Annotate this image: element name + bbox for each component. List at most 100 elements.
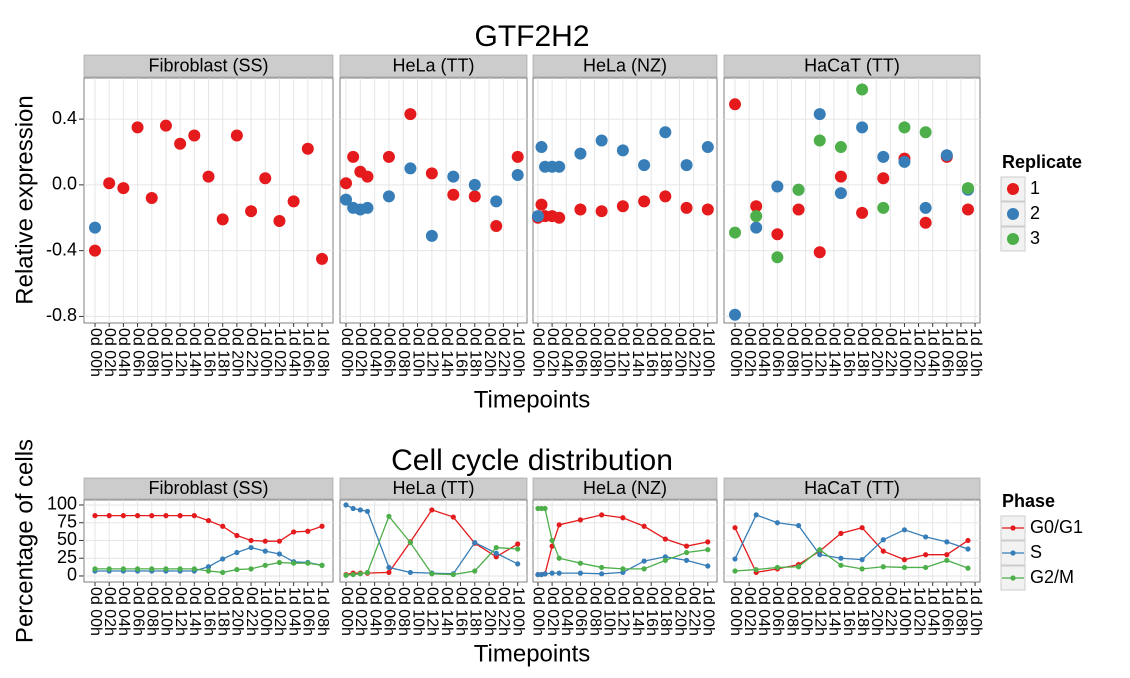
x-tick-label: 1d 00h bbox=[257, 328, 274, 377]
point bbox=[106, 513, 112, 519]
x-tick-label: 0d 14h bbox=[438, 587, 455, 636]
point bbox=[595, 134, 608, 147]
point bbox=[877, 172, 890, 185]
point bbox=[923, 534, 929, 540]
x-tick-label: 0d 18h bbox=[854, 328, 871, 377]
x-tick-label: 0d 16h bbox=[200, 328, 217, 377]
point bbox=[662, 557, 668, 563]
point bbox=[705, 563, 711, 569]
x-tick-label: 0d 16h bbox=[452, 587, 469, 636]
point bbox=[549, 570, 555, 576]
point bbox=[701, 141, 714, 154]
point bbox=[641, 558, 647, 564]
point bbox=[817, 547, 823, 553]
strip bbox=[83, 477, 334, 500]
point bbox=[490, 219, 503, 232]
legend-label: 1 bbox=[1030, 178, 1040, 198]
point bbox=[750, 221, 763, 234]
x-tick-label: 0d 12h bbox=[812, 328, 829, 377]
point bbox=[834, 141, 847, 154]
point bbox=[542, 505, 548, 512]
point bbox=[361, 201, 374, 214]
point bbox=[319, 523, 325, 529]
point bbox=[468, 178, 481, 191]
x-tick-label: 1d 06h bbox=[939, 328, 956, 377]
point bbox=[877, 150, 890, 163]
x-tick-label: 0d 06h bbox=[129, 587, 146, 636]
point bbox=[106, 566, 112, 572]
point bbox=[319, 562, 325, 568]
x-tick-label: 0d 08h bbox=[144, 587, 161, 636]
point bbox=[364, 508, 371, 514]
point bbox=[202, 170, 215, 183]
point bbox=[620, 515, 626, 521]
point bbox=[357, 507, 363, 513]
x-tick-label: 0d 02h bbox=[101, 328, 118, 377]
point bbox=[641, 523, 647, 529]
point bbox=[856, 121, 869, 134]
x-tick-label: 1d 04h bbox=[285, 328, 302, 377]
x-tick-label: 1d 00h bbox=[700, 587, 717, 636]
point bbox=[262, 538, 268, 544]
point bbox=[472, 568, 478, 574]
x-tick-label: 0d 20h bbox=[229, 587, 246, 636]
x-tick-label: 0d 02h bbox=[352, 587, 369, 636]
point bbox=[429, 571, 435, 577]
point bbox=[287, 195, 300, 208]
point bbox=[515, 541, 521, 547]
panel bbox=[339, 499, 528, 583]
point bbox=[340, 193, 353, 206]
legend-label: S bbox=[1030, 542, 1042, 562]
x-tick-label: 1d 10h bbox=[967, 328, 984, 377]
series-line bbox=[734, 548, 969, 572]
point bbox=[732, 525, 738, 531]
point bbox=[425, 229, 438, 242]
strip-label: HeLa (NZ) bbox=[583, 478, 667, 498]
point bbox=[574, 203, 587, 216]
x-tick-label: 0d 10h bbox=[600, 587, 617, 636]
point bbox=[92, 566, 98, 572]
strip-label: HeLa (TT) bbox=[392, 478, 474, 498]
x-tick-label: 0d 00h bbox=[87, 587, 104, 636]
x-tick-label: 1d 04h bbox=[924, 587, 941, 636]
point bbox=[944, 539, 950, 545]
point bbox=[965, 537, 971, 544]
x-tick-label: 0d 04h bbox=[115, 587, 132, 636]
series-line bbox=[734, 526, 969, 574]
x-tick-label: 0d 14h bbox=[186, 328, 203, 377]
point bbox=[145, 192, 158, 205]
x-tick-label: 0d 16h bbox=[200, 587, 217, 636]
point bbox=[191, 566, 197, 572]
point bbox=[750, 210, 763, 223]
point bbox=[343, 572, 349, 578]
x-tick-label: 0d 20h bbox=[481, 587, 498, 636]
point bbox=[662, 536, 668, 542]
x-tick-label: 0d 10h bbox=[797, 328, 814, 377]
strip-label: HeLa (TT) bbox=[392, 55, 474, 75]
point bbox=[340, 177, 353, 190]
point bbox=[343, 502, 349, 508]
point bbox=[149, 513, 155, 519]
point bbox=[490, 195, 503, 208]
x-tick-label: 0d 18h bbox=[214, 587, 231, 636]
point bbox=[276, 538, 283, 544]
x-tick-label: 0d 00h bbox=[338, 587, 355, 636]
point bbox=[599, 571, 605, 577]
point bbox=[641, 566, 647, 572]
strip bbox=[532, 54, 718, 78]
point bbox=[961, 203, 974, 216]
point bbox=[234, 549, 240, 556]
point bbox=[535, 198, 548, 211]
x-tick-label: 1d 06h bbox=[300, 328, 317, 377]
point bbox=[542, 571, 548, 577]
x-tick-label: 1d 06h bbox=[300, 587, 317, 636]
legend-label: G2/M bbox=[1030, 567, 1074, 587]
x-tick-label: 0d 00h bbox=[727, 328, 744, 377]
point bbox=[701, 203, 714, 216]
legend-swatch bbox=[1007, 233, 1019, 245]
point bbox=[859, 566, 865, 572]
point bbox=[230, 129, 243, 142]
x-tick-label: 0d 00h bbox=[727, 587, 744, 636]
x-tick-label: 0d 22h bbox=[243, 587, 260, 636]
x-tick-label: 0d 10h bbox=[409, 328, 426, 377]
